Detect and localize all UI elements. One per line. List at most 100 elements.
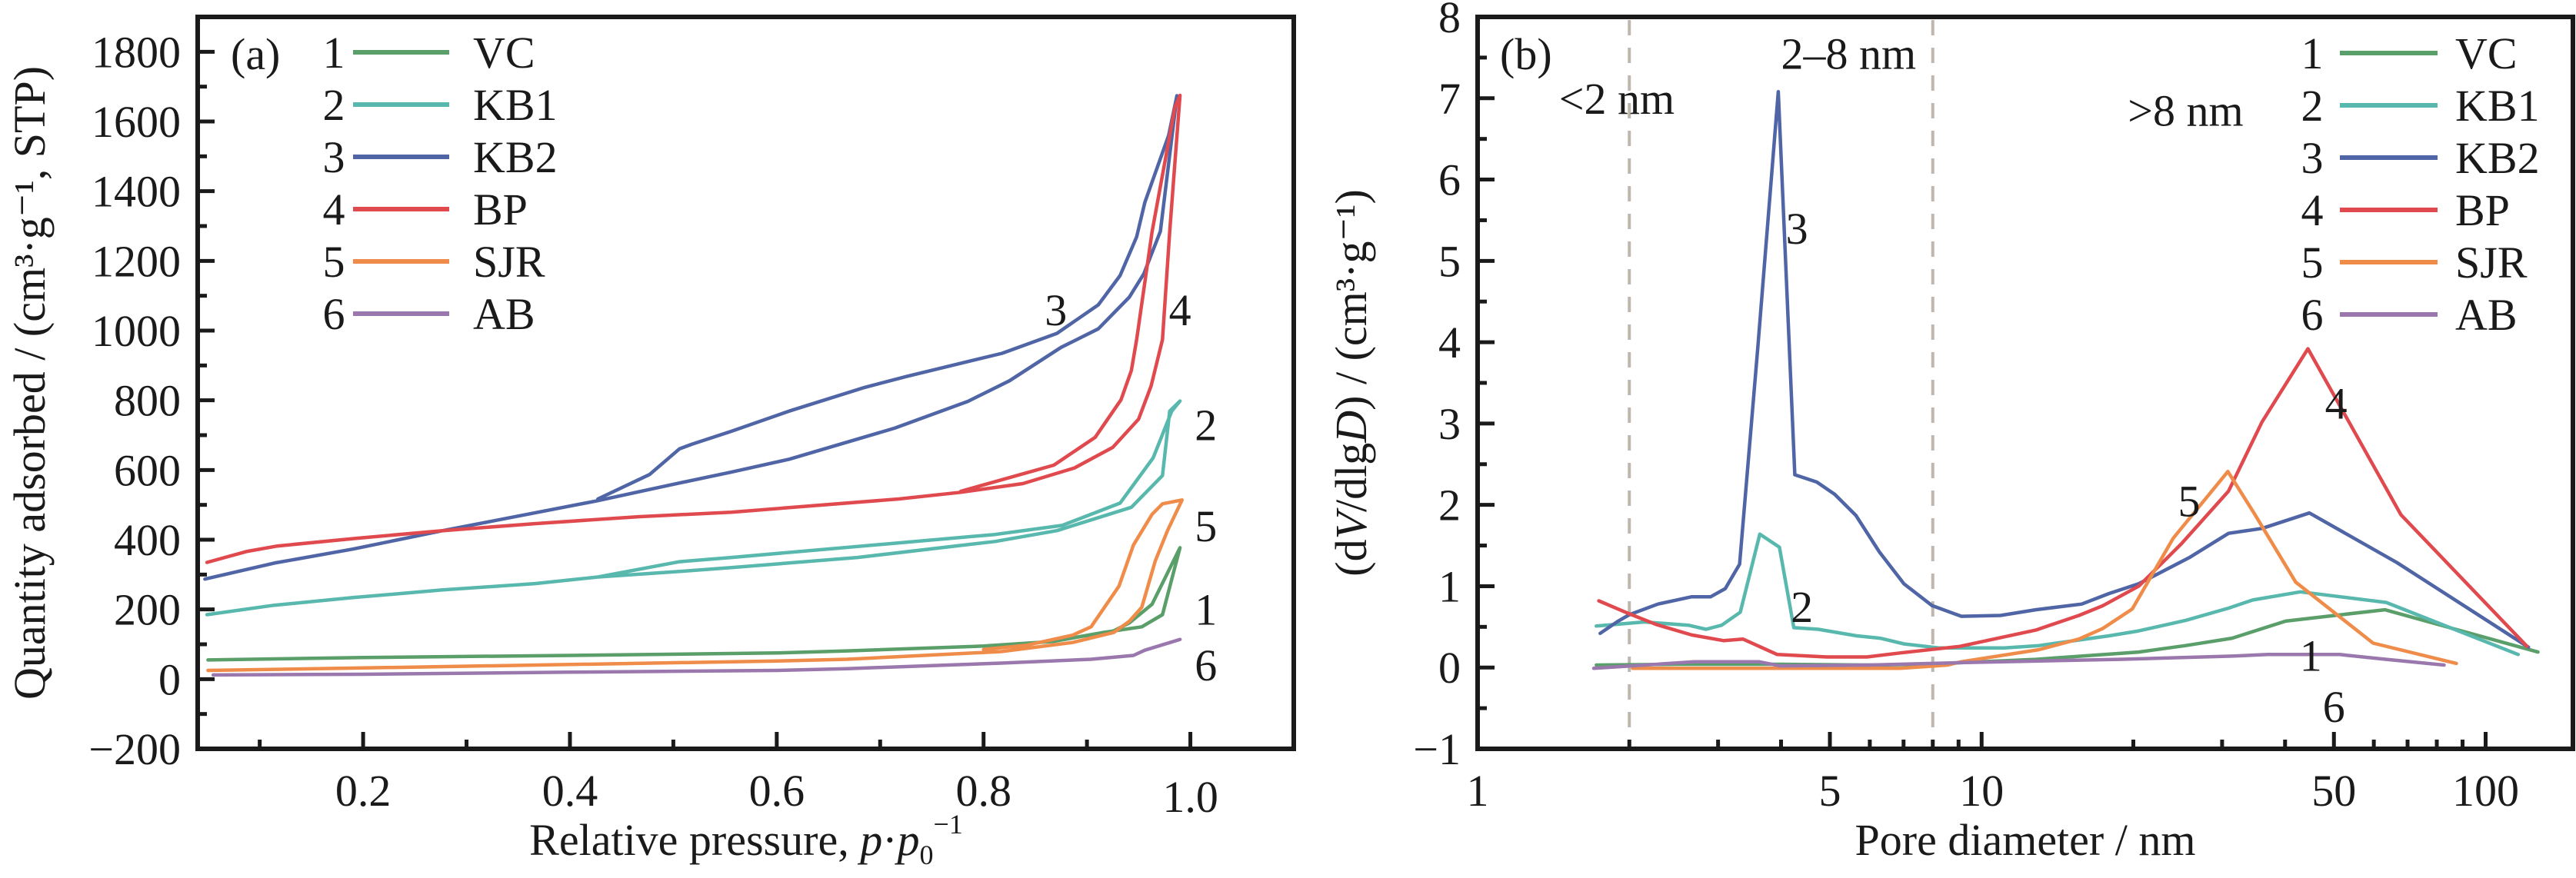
y-tick-label: 5 — [1438, 236, 1461, 286]
region-annotation: 2–8 nm — [1781, 29, 1917, 79]
legend-item-kb2: 3 KB2 — [323, 132, 558, 182]
y-tick-label: −1 — [1413, 724, 1461, 774]
x-title-p0: p — [895, 815, 920, 865]
y-tick-label: 8 — [1438, 0, 1461, 42]
y-title-close: ) / (cm³·g⁻¹) — [1326, 189, 1376, 411]
legend-item-kb1: 2 KB1 — [323, 80, 558, 130]
y-title-open: (d — [1326, 539, 1376, 576]
x-tick-label: 10 — [1959, 766, 2004, 816]
panel-a-ticks — [198, 49, 1193, 751]
legend-number: 5 — [323, 237, 345, 287]
panel-a-x-axis-title: Relative pressure, p·p0−1 — [529, 809, 963, 870]
curve-number-label: 6 — [1195, 640, 1217, 690]
y-tick-label: 1200 — [92, 236, 181, 286]
isotherm-line-bp — [205, 93, 1182, 564]
legend-item-kb2: 3 KB2 — [2301, 133, 2540, 183]
y-tick-label: 1 — [1438, 561, 1461, 611]
psd-line-ab — [1591, 653, 2446, 670]
x-title-subscript: 0 — [920, 840, 934, 870]
x-title-dot: · — [882, 815, 897, 865]
legend-number: 4 — [2301, 185, 2324, 235]
panel-a-legend: 1 VC 2 KB1 3 KB2 4 BP 5 SJR 6 AB — [323, 28, 558, 339]
psd-line-bp — [1597, 347, 2529, 659]
x-title-prefix: Relative pressure, — [529, 815, 860, 865]
legend-number: 3 — [323, 132, 345, 182]
region-annotation: <2 nm — [1559, 74, 1675, 124]
panel-a-plot-frame — [195, 15, 1296, 751]
y-tick-label: 1400 — [92, 167, 181, 217]
x-tick-label: 0.4 — [542, 766, 598, 816]
x-tick-label: 1.0 — [1162, 772, 1218, 822]
psd-line-kb2 — [1598, 90, 2531, 650]
panel-a-curve-labels: 3 4 2 5 16 — [1045, 285, 1217, 690]
curve-number-label: 2 — [1195, 400, 1217, 450]
y-title-mid: /dlg — [1326, 443, 1376, 512]
curve-number-label: 1 — [2300, 630, 2322, 680]
panel-b-y-axis-title: (dV/dlgD) / (cm³·g⁻¹) — [1326, 189, 1376, 577]
panel-b-series-group — [1591, 90, 2540, 670]
y-title-D: D — [1326, 411, 1376, 444]
y-tick-label: 400 — [114, 515, 181, 565]
x-tick-label: 50 — [2311, 766, 2356, 816]
legend-item-sjr: 5 SJR — [323, 237, 545, 287]
y-tick-label: 6 — [1438, 155, 1461, 205]
panel-a-y-tick-labels: −200 0 200 400 600 800 1000 1200 1400 1600 1800 — [88, 27, 181, 774]
curve-number-label: 1 — [1195, 585, 1217, 635]
isotherm-line-sjr — [206, 498, 1185, 673]
legend-label: KB2 — [473, 132, 558, 182]
curve-number-label: 4 — [2325, 378, 2348, 428]
curve-number-label: 5 — [2178, 476, 2200, 526]
panel-a-label: (a) — [231, 29, 280, 79]
legend-item-vc: 1 VC — [2301, 28, 2518, 78]
legend-label: KB2 — [2455, 133, 2540, 183]
x-tick-label: 0.2 — [335, 766, 392, 816]
psd-line-sjr — [1631, 470, 2458, 670]
legend-item-bp: 4 BP — [323, 185, 528, 234]
legend-label: KB1 — [2455, 81, 2540, 131]
y-tick-label: −200 — [88, 724, 181, 774]
y-tick-label: 0 — [158, 654, 181, 704]
curve-number-label: 3 — [1786, 204, 1808, 254]
legend-item-ab: 6 AB — [2301, 290, 2518, 340]
y-tick-label: 1000 — [92, 306, 181, 356]
region-annotation: >8 nm — [2128, 86, 2243, 136]
curve-number-label: 3 — [1045, 285, 1067, 335]
y-tick-label: 200 — [114, 585, 181, 635]
legend-number: 5 — [2301, 238, 2324, 288]
y-tick-label: 4 — [1438, 318, 1461, 367]
isotherm-line-kb1 — [205, 399, 1182, 617]
y-title-V: V — [1326, 507, 1376, 539]
y-tick-label: 2 — [1438, 481, 1461, 530]
y-tick-label: 800 — [114, 376, 181, 426]
y-tick-label: 1600 — [92, 97, 181, 147]
legend-label: SJR — [2455, 238, 2528, 288]
panel-a-isotherms: −200 0 200 400 600 800 1000 1200 1400 1600 1800 0.… — [5, 15, 1296, 870]
legend-label: VC — [473, 28, 535, 78]
legend-number: 1 — [323, 28, 345, 78]
x-tick-label: 1 — [1467, 766, 1489, 816]
curve-number-label: 4 — [1169, 285, 1191, 335]
panel-b-y-tick-labels: −1 0 1 2 3 4 5 6 7 8 — [1413, 0, 1461, 774]
x-title-superscript: −1 — [934, 809, 963, 840]
isotherm-line-kb2 — [203, 94, 1179, 581]
panel-a-y-axis-title: Quantity adsorbed / (cm³·g⁻¹, STP) — [5, 66, 55, 700]
isotherm-line-vc — [206, 546, 1182, 662]
legend-number: 1 — [2301, 28, 2324, 78]
y-tick-label: 1800 — [92, 27, 181, 77]
legend-number: 6 — [2301, 290, 2324, 340]
legend-number: 6 — [323, 289, 345, 339]
y-tick-label: 7 — [1438, 74, 1461, 124]
psd-line-kb1 — [1595, 532, 2521, 657]
panel-b-x-axis-title: Pore diameter / nm — [1855, 815, 2196, 865]
legend-label: KB1 — [473, 80, 558, 130]
legend-number: 2 — [2301, 81, 2324, 131]
curve-number-label: 2 — [1791, 582, 1813, 632]
legend-label: SJR — [473, 237, 545, 287]
panel-b-guide-lines — [1628, 20, 1934, 746]
legend-label: VC — [2455, 28, 2518, 78]
legend-item-ab: 6 AB — [323, 289, 535, 339]
curve-number-label: 6 — [2323, 682, 2345, 732]
